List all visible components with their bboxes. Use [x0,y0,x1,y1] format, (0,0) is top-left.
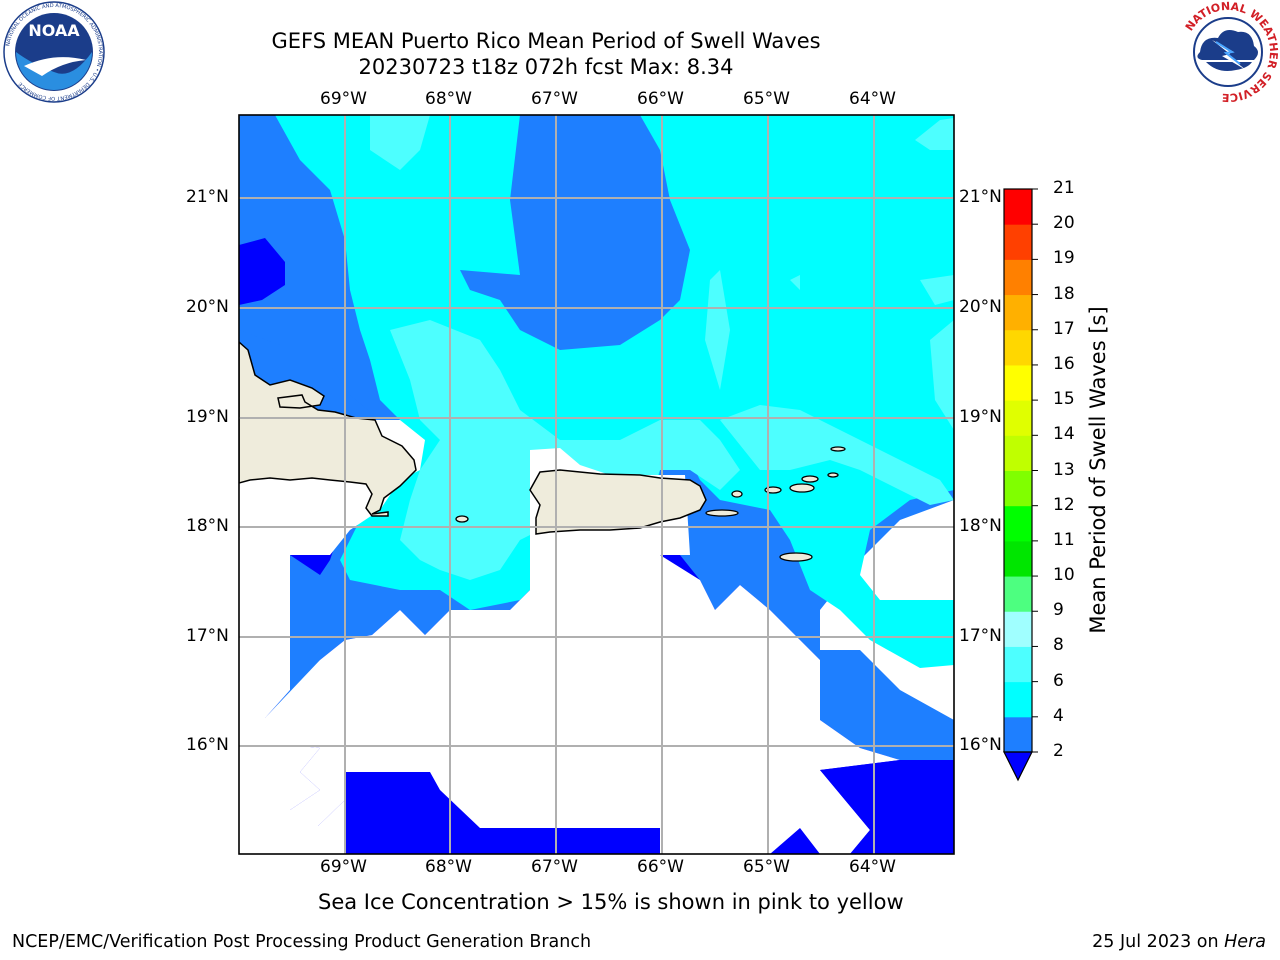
lon-label-top: 64°W [849,89,896,109]
colorbar-tick-label: 4 [1053,705,1064,726]
lat-label-right: 17°N [959,626,1002,646]
lat-label-left: 17°N [186,626,229,646]
lat-label-left: 21°N [186,187,229,207]
noaa-logo-text: NOAA [28,21,80,40]
contour-6-8-b [370,115,430,170]
colorbar-tick-label: 12 [1053,494,1075,515]
culebra-island [731,490,743,498]
colorbar-bin [1004,505,1032,542]
colorbar-tick-label: 14 [1053,424,1075,445]
colorbar-bin [1004,259,1032,296]
colorbar-bin [1004,576,1032,612]
lon-label-bottom: 67°W [531,857,578,877]
colorbar-tick-label: 2 [1053,741,1064,761]
virgin-islands-2 [789,483,815,493]
map-title: GEFS MEAN Puerto Rico Mean Period of Swe… [271,29,821,53]
no-data-region-south-edge [239,745,345,854]
lon-label-top: 67°W [531,89,578,109]
colorbar-bin [1004,611,1032,647]
colorbar-tick-label: 18 [1053,283,1075,304]
colorbar-bin [1004,189,1032,225]
mona-island [455,515,469,523]
lat-label-left: 16°N [186,735,229,755]
swell-period-field [239,115,954,854]
contour-0-2-northwest [239,238,285,305]
contour-6-8-a [390,320,740,580]
footer-credit: NCEP/EMC/Verification Post Processing Pr… [12,932,592,952]
lon-label-bottom: 66°W [637,857,684,877]
colorbar-tick-label: 6 [1053,670,1064,691]
lon-label-bottom: 65°W [743,857,790,877]
colorbar-tick-label: 21 [1053,178,1075,198]
colorbar-bin [1004,646,1032,683]
colorbar-bin [1004,224,1032,260]
lat-label-left: 20°N [186,297,229,317]
noaa-logo: NOAA NATIONAL OCEANIC AND ATMOSPHERIC AD… [3,1,105,103]
colorbar-title: Mean Period of Swell Waves [s] [1086,306,1110,634]
colorbar-bin [1004,400,1032,436]
contour-6-8-f [930,320,954,430]
colorbar-tick-label: 20 [1053,213,1075,234]
lat-label-right: 20°N [959,297,1002,317]
colorbar-tick-label: 13 [1053,459,1075,480]
colorbar-tick-label: 15 [1053,389,1075,410]
nws-logo: NATIONAL WEATHER SERVICE [1178,0,1280,104]
lon-label-bottom: 64°W [849,857,896,877]
map-frame [238,114,955,855]
colorbar-tick-label: 19 [1053,248,1075,269]
vieques-island [705,509,739,517]
sombrero-island [827,472,839,478]
footer-date: 25 Jul 2023 on Hera [1092,932,1266,952]
footer-date-text: 25 Jul 2023 on [1092,932,1225,952]
lon-label-bottom: 68°W [425,857,472,877]
colorbar-bin [1004,364,1032,401]
map-subtitle: 20230723 t18z 072h fcst Max: 8.34 [358,55,734,79]
virgin-islands-3 [801,475,819,483]
lon-label-top: 68°W [425,89,472,109]
colorbar-tick-label: 9 [1053,600,1064,621]
lon-label-top: 66°W [637,89,684,109]
sea-ice-caption: Sea Ice Concentration > 15% is shown in … [318,890,904,914]
anegada-island [830,446,846,452]
colorbar-bin [1004,294,1032,331]
colorbar [1003,188,1038,782]
lat-label-right: 18°N [959,516,1002,536]
lat-label-right: 21°N [959,187,1002,207]
lon-label-top: 65°W [743,89,790,109]
lat-label-left: 19°N [186,407,229,427]
colorbar-extend-arrow [1003,751,1033,782]
colorbar-bin [1004,470,1032,507]
colorbar-bin [1004,329,1032,366]
contour-6-8-d [920,275,954,305]
lon-label-bottom: 69°W [320,857,367,877]
colorbar-bin [1004,681,1032,718]
colorbar-bin [1004,716,1032,753]
hispaniola-land [239,340,417,517]
contour-0-2-east-patch [820,760,954,854]
lat-label-right: 19°N [959,407,1002,427]
contour-6-8-g [720,405,954,505]
colorbar-tick-label: 8 [1053,635,1064,656]
gridlines [239,115,954,854]
colorbar-tick-label: 11 [1053,529,1075,550]
lat-label-right: 16°N [959,735,1002,755]
colorbar-tick-label: 17 [1053,318,1075,339]
colorbar-bin [1004,540,1032,577]
st-croix-island [779,552,813,562]
contour-6-8-c [915,118,954,150]
colorbar-tick-label: 16 [1053,353,1075,374]
contour-6-8-e [705,270,730,390]
colorbar-bin [1004,435,1032,471]
colorbar-tick-label: 10 [1053,565,1075,586]
contour-6-8-h [790,275,800,290]
footer-host: Hera [1224,932,1266,952]
lon-label-top: 69°W [320,89,367,109]
lat-label-left: 18°N [186,516,229,536]
no-data-region [239,448,900,854]
